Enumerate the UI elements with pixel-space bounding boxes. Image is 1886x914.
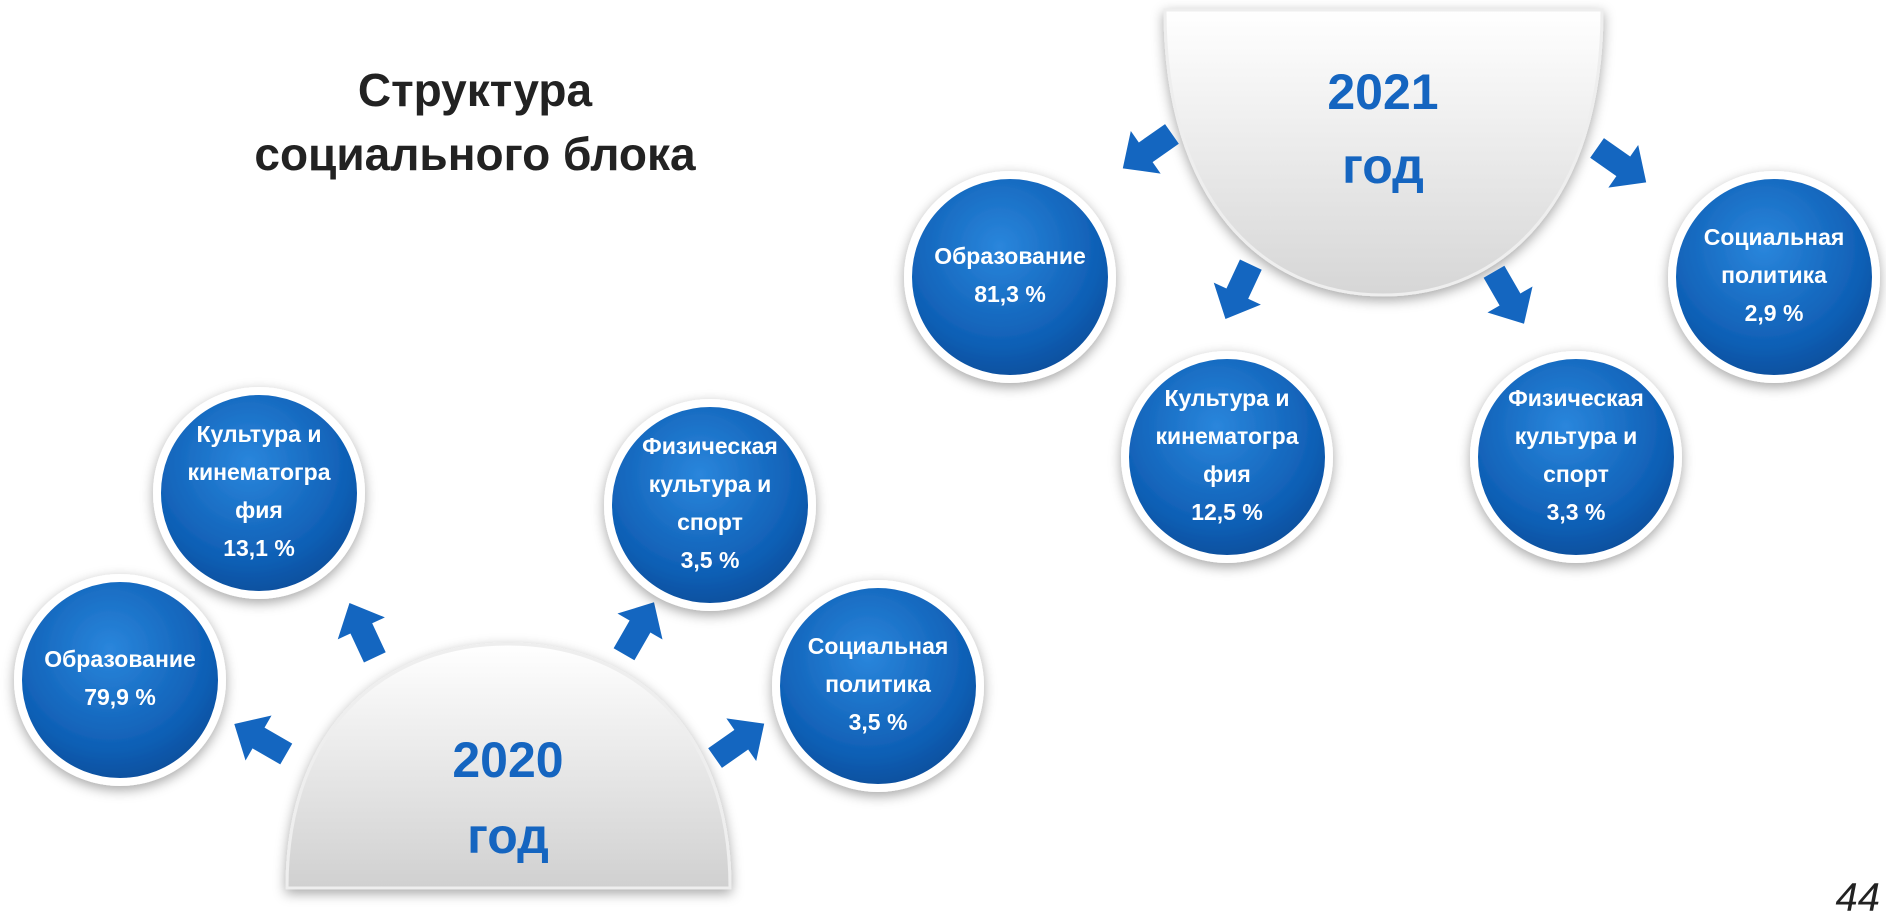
category-value: 12,5 %	[1191, 499, 1263, 525]
category-circle	[1121, 351, 1333, 563]
arrow	[337, 602, 386, 663]
category-label: культура и	[1515, 423, 1637, 449]
hub-year: 2021	[1327, 64, 1438, 120]
category-label: Культура и	[1165, 385, 1290, 411]
category-label: фия	[1203, 461, 1251, 487]
title-line: социального блока	[254, 128, 696, 180]
category-circle	[904, 171, 1116, 383]
category-value: 3,5 %	[681, 547, 740, 573]
arrow	[1483, 265, 1533, 324]
title-line: Структура	[358, 64, 593, 116]
category-label: политика	[825, 671, 931, 697]
hub-year: 2020	[452, 732, 563, 788]
arrow	[234, 715, 293, 765]
category-label: Образование	[934, 243, 1086, 269]
hub-unit: год	[1342, 138, 1424, 194]
category-value: 81,3 %	[974, 281, 1046, 307]
category-label: Образование	[44, 646, 196, 672]
arrow	[613, 602, 663, 661]
category-circle	[1470, 351, 1682, 563]
category-label: политика	[1721, 262, 1827, 288]
category-label: кинематогра	[1156, 423, 1299, 449]
category-circle	[1668, 171, 1880, 383]
category-label: культура и	[649, 471, 771, 497]
category-label: Физическая	[1508, 385, 1644, 411]
category-circle	[14, 574, 226, 786]
category-circle	[604, 399, 816, 611]
arrow	[1590, 138, 1647, 188]
category-value: 13,1 %	[223, 535, 295, 561]
category-label: фия	[235, 497, 283, 523]
category-label: Культура и	[197, 421, 322, 447]
hub-2020	[285, 642, 732, 890]
category-circle	[153, 387, 365, 599]
category-label: Социальная	[808, 633, 949, 659]
category-value: 3,3 %	[1547, 499, 1606, 525]
hub-unit: год	[467, 808, 549, 864]
page-number: 44	[1836, 876, 1881, 914]
arrow	[1122, 124, 1179, 174]
hub-2021	[1163, 8, 1604, 297]
category-value: 79,9 %	[84, 684, 156, 710]
category-label: спорт	[1543, 461, 1609, 487]
category-label: спорт	[677, 509, 743, 535]
arrow	[1213, 259, 1262, 320]
category-label: кинематогра	[188, 459, 331, 485]
category-value: 3,5 %	[849, 709, 908, 735]
category-value: 2,9 %	[1745, 300, 1804, 326]
category-label: Социальная	[1704, 224, 1845, 250]
arrow	[708, 718, 765, 768]
category-label: Физическая	[642, 433, 778, 459]
category-circle	[772, 580, 984, 792]
